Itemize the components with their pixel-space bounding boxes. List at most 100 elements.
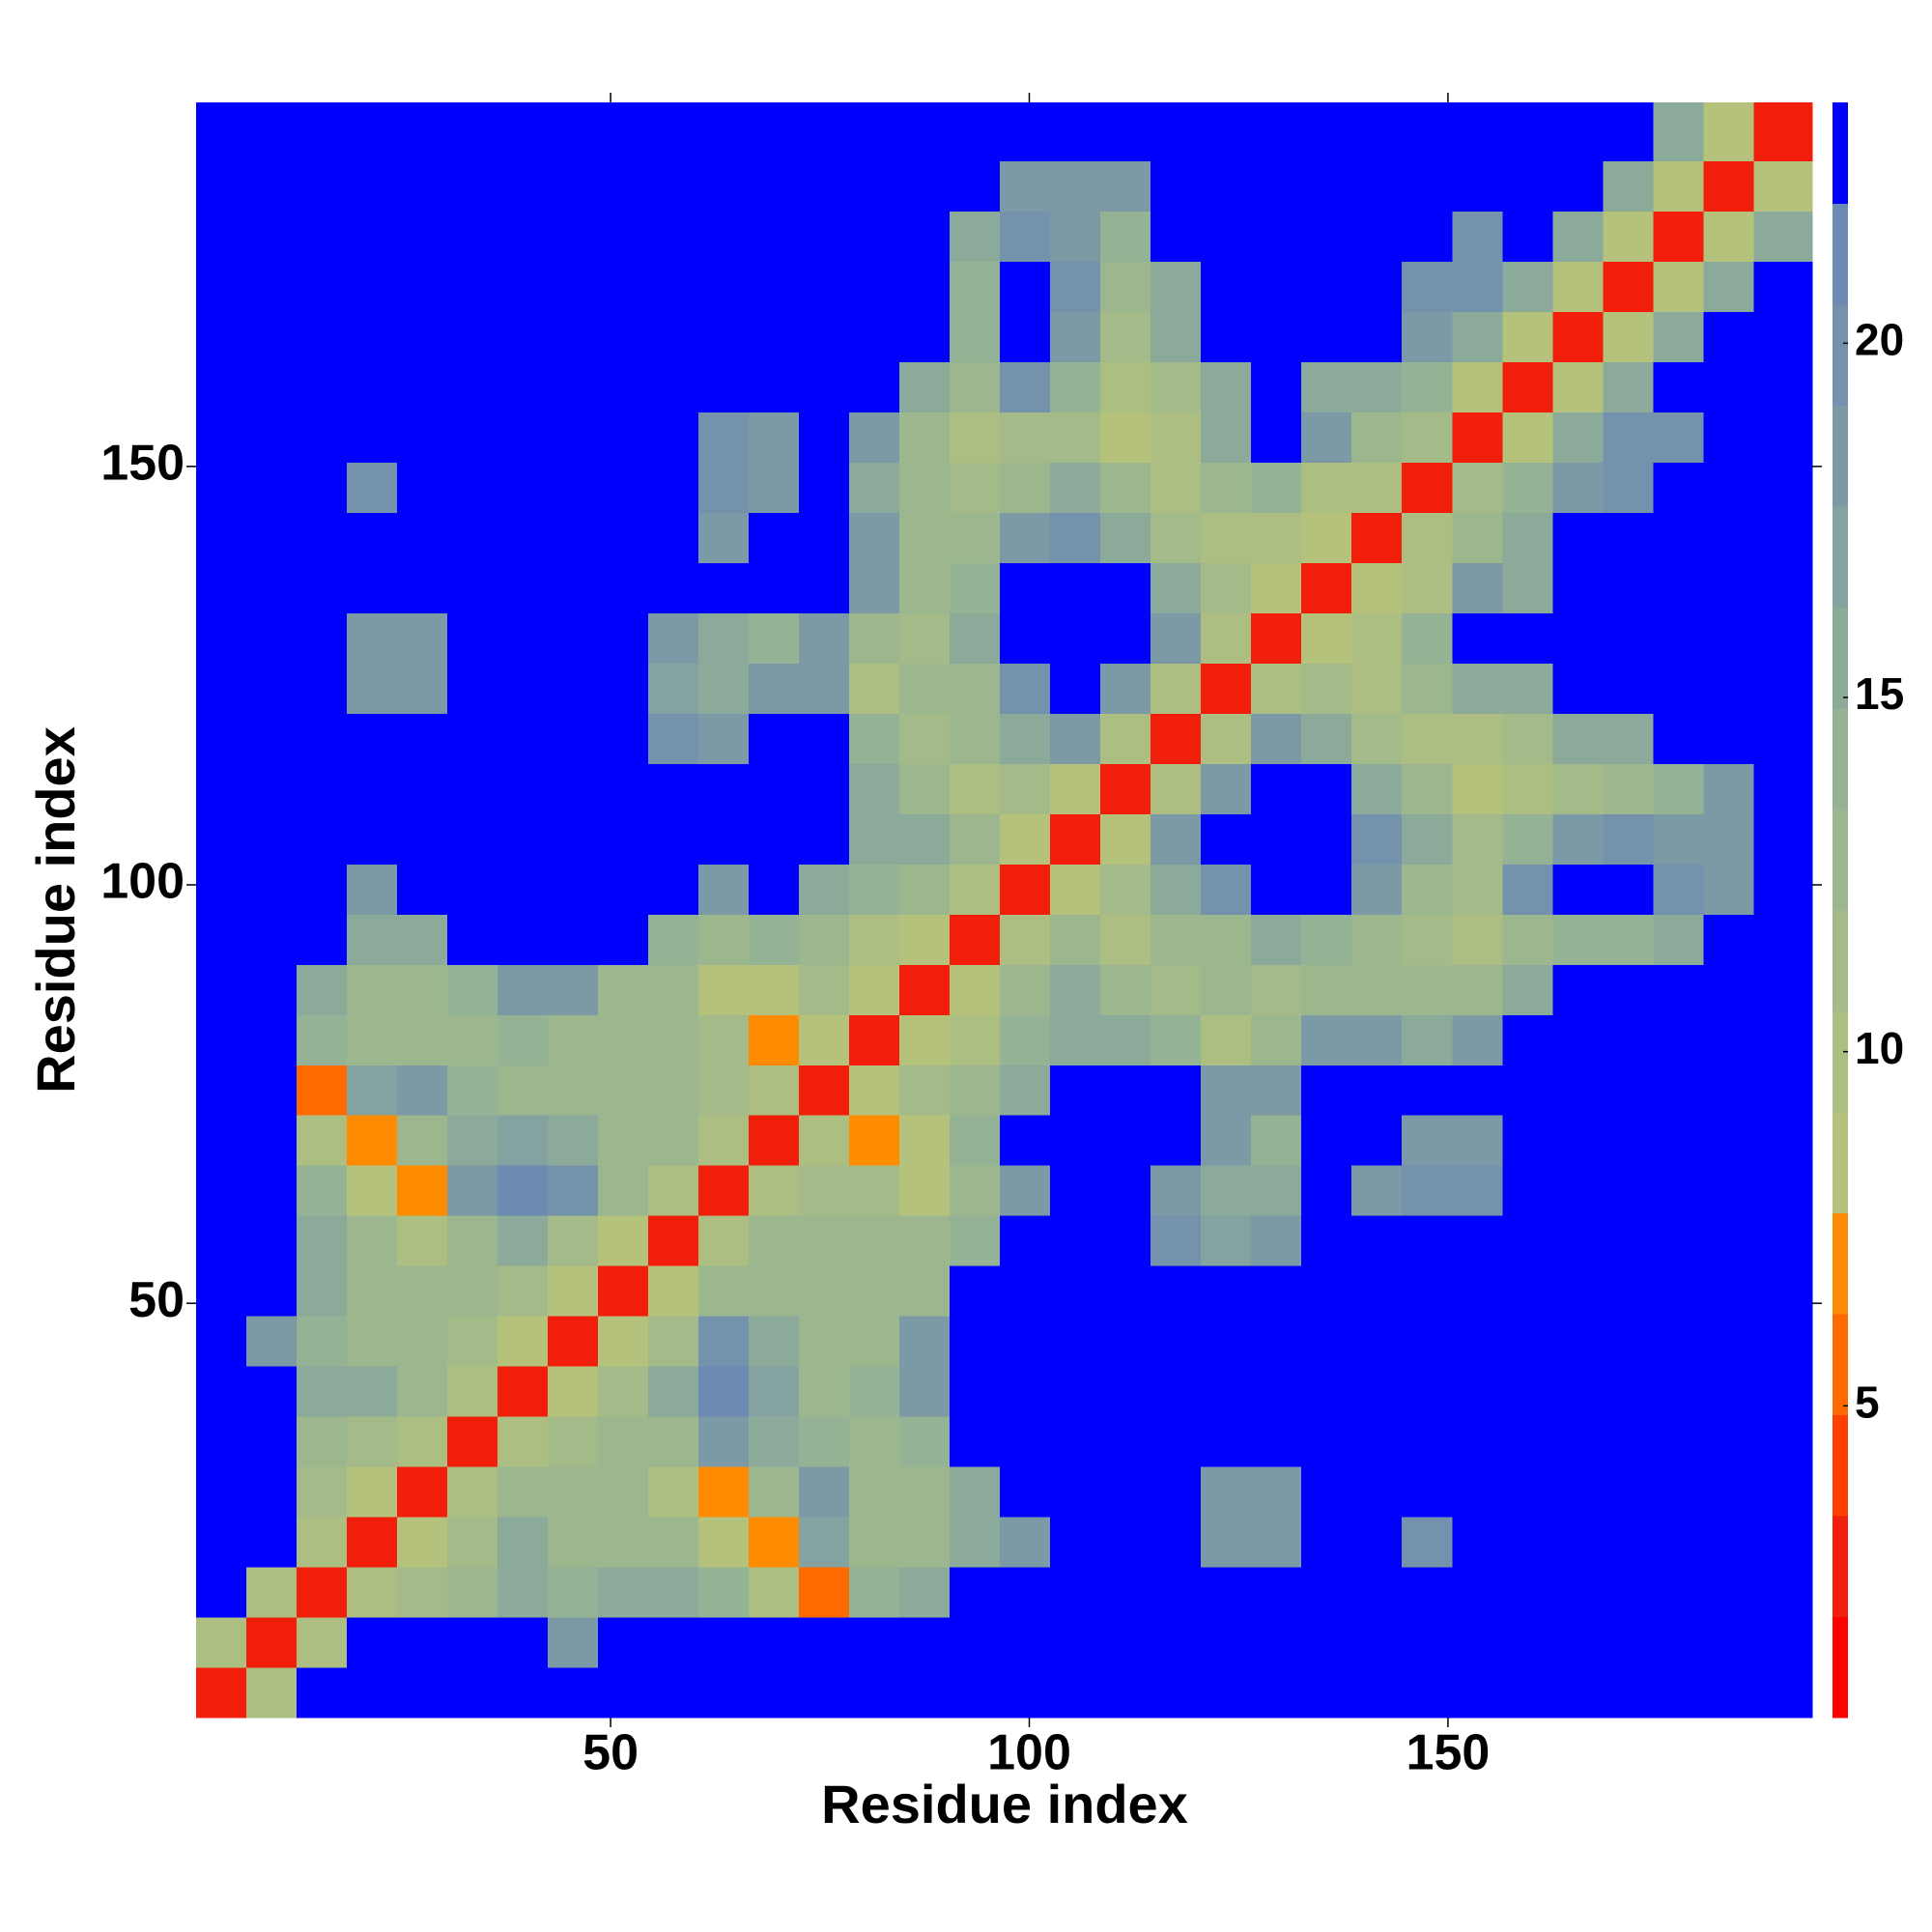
cell bbox=[1452, 412, 1503, 464]
cell bbox=[799, 361, 850, 413]
cell bbox=[950, 964, 1001, 1015]
cell bbox=[1603, 1617, 1654, 1668]
cell bbox=[1653, 1065, 1704, 1116]
cell bbox=[246, 361, 298, 413]
cell bbox=[950, 211, 1001, 263]
cell bbox=[648, 462, 699, 513]
cell bbox=[1151, 1115, 1202, 1166]
cell bbox=[347, 1567, 398, 1618]
cell bbox=[1301, 713, 1352, 764]
cell bbox=[1050, 964, 1101, 1015]
cell bbox=[297, 412, 348, 464]
cell bbox=[246, 1165, 298, 1216]
cell bbox=[1050, 361, 1101, 413]
cell bbox=[1753, 612, 1813, 664]
cell bbox=[246, 1617, 298, 1668]
cell bbox=[447, 1165, 498, 1216]
cell bbox=[849, 462, 900, 513]
cell bbox=[1552, 1466, 1604, 1518]
cell bbox=[1402, 1115, 1453, 1166]
cell bbox=[1000, 1115, 1051, 1166]
cell bbox=[347, 813, 398, 865]
cell bbox=[899, 412, 951, 464]
cell bbox=[548, 412, 599, 464]
cell bbox=[749, 462, 800, 513]
cell bbox=[698, 713, 750, 764]
cell bbox=[1753, 211, 1813, 263]
cell bbox=[1201, 1416, 1252, 1467]
cell bbox=[950, 512, 1001, 563]
cell bbox=[1201, 763, 1252, 814]
cell bbox=[1201, 211, 1252, 263]
y-tick-label: 150 bbox=[100, 436, 185, 492]
cell bbox=[749, 1517, 800, 1568]
cell bbox=[1603, 311, 1654, 363]
cell bbox=[196, 612, 247, 664]
cell bbox=[1753, 462, 1813, 513]
cell bbox=[598, 1265, 649, 1317]
cell bbox=[849, 914, 900, 965]
cell bbox=[397, 1517, 448, 1568]
cell bbox=[1552, 102, 1604, 162]
cell bbox=[1151, 512, 1202, 563]
cell bbox=[1301, 1165, 1352, 1216]
cell bbox=[1050, 864, 1101, 915]
cell bbox=[1050, 102, 1101, 162]
cell bbox=[196, 1215, 247, 1266]
cell bbox=[648, 1366, 699, 1417]
cell bbox=[196, 160, 247, 213]
cell bbox=[1100, 1014, 1151, 1065]
cell bbox=[749, 964, 800, 1015]
cell bbox=[749, 1165, 800, 1216]
cell bbox=[1351, 361, 1403, 413]
cell bbox=[447, 1215, 498, 1266]
cell bbox=[598, 1667, 649, 1719]
cell bbox=[1100, 261, 1151, 313]
cell bbox=[648, 663, 699, 714]
cell bbox=[1402, 261, 1453, 313]
cell bbox=[1653, 562, 1704, 613]
cell bbox=[1201, 612, 1252, 664]
cell bbox=[749, 562, 800, 613]
cell bbox=[1000, 102, 1051, 162]
cell bbox=[1351, 1115, 1403, 1166]
cell bbox=[749, 1065, 800, 1116]
cell bbox=[1603, 964, 1654, 1015]
cell bbox=[297, 1115, 348, 1166]
cell bbox=[1653, 1466, 1704, 1518]
cell bbox=[1251, 813, 1302, 865]
colorbar-band bbox=[1833, 203, 1848, 305]
cell bbox=[1201, 1366, 1252, 1417]
cell bbox=[1351, 1065, 1403, 1116]
cell bbox=[598, 1466, 649, 1518]
cell bbox=[1000, 1667, 1051, 1719]
cell bbox=[1753, 1567, 1813, 1618]
cell bbox=[849, 1065, 900, 1116]
cell bbox=[598, 1014, 649, 1065]
cell bbox=[799, 1366, 850, 1417]
cell bbox=[598, 102, 649, 162]
cell bbox=[1351, 1416, 1403, 1467]
cell bbox=[1753, 1215, 1813, 1266]
cell bbox=[548, 1416, 599, 1467]
cell bbox=[598, 663, 649, 714]
cell bbox=[246, 763, 298, 814]
x-tick-label: 150 bbox=[1406, 1725, 1491, 1781]
cell bbox=[297, 361, 348, 413]
cell bbox=[347, 1466, 398, 1518]
colorbar-band bbox=[1833, 1010, 1848, 1113]
cell bbox=[1753, 1316, 1813, 1367]
cell bbox=[1552, 1014, 1604, 1065]
cell bbox=[1703, 1416, 1754, 1467]
cell bbox=[1100, 1165, 1151, 1216]
cell bbox=[1050, 160, 1101, 213]
cell bbox=[899, 1115, 951, 1166]
cell bbox=[497, 211, 549, 263]
cell bbox=[749, 211, 800, 263]
cell bbox=[1552, 562, 1604, 613]
cell bbox=[397, 1265, 448, 1317]
cell bbox=[1402, 211, 1453, 263]
cell bbox=[950, 311, 1001, 363]
cell bbox=[347, 1265, 398, 1317]
